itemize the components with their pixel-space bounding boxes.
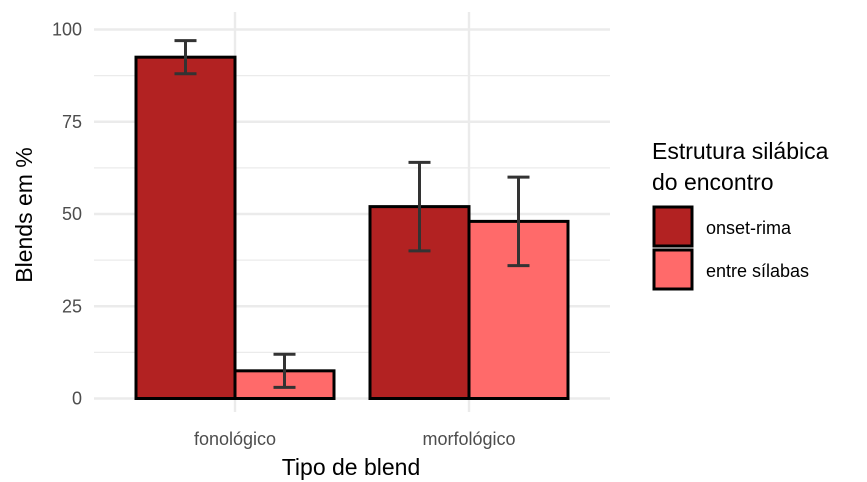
error-bar [408,160,431,253]
legend-key-1 [652,205,694,248]
bars [134,55,570,401]
y-tick-label: 0 [72,389,82,409]
bar [134,55,237,401]
y-tick-label: 50 [62,204,82,224]
x-tick-label: morfológico [422,429,515,449]
legend-label-1: onset-rima [706,218,792,238]
legend-label-2: entre sílabas [706,261,809,281]
x-axis-ticks: fonológico morfológico [194,429,516,449]
error-bar [507,175,530,268]
y-tick-label: 100 [52,20,82,40]
legend-items: onset-rima entre sílabas [652,205,809,291]
x-axis-title: Tipo de blend [282,454,421,480]
y-tick-label: 75 [62,112,82,132]
error-bar [273,352,296,389]
y-tick-label: 25 [62,296,82,316]
legend-key-2 [652,248,694,291]
error-bar [174,39,197,76]
y-axis-ticks: 0 25 50 75 100 [52,20,82,409]
legend-title-line-2: do encontro [652,169,773,195]
x-tick-label: fonológico [194,429,276,449]
y-axis-title: Blends em % [11,147,37,283]
error-bars [174,39,530,389]
legend-title-line-1: Estrutura silábica [652,138,829,164]
legend: Estrutura silábica do encontro onset-rim… [652,138,829,291]
